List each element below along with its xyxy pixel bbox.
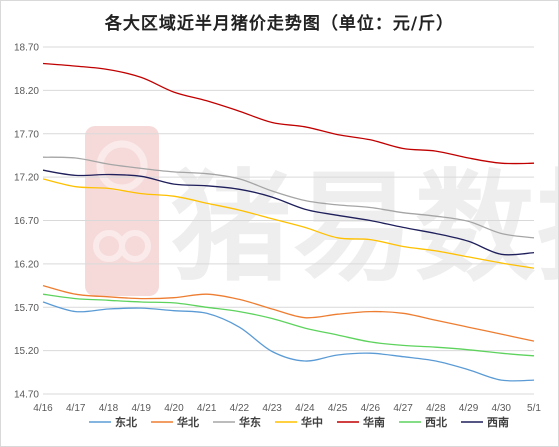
x-tick-label: 5/1 bbox=[527, 403, 541, 414]
series-lines bbox=[42, 62, 535, 382]
series-line-2 bbox=[42, 156, 535, 239]
legend-label: 东北 bbox=[115, 415, 137, 429]
watermark-logo-icon bbox=[85, 126, 159, 296]
x-tick-label: 4/29 bbox=[459, 403, 479, 414]
x-tick-label: 4/18 bbox=[99, 403, 119, 414]
x-tick-label: 4/17 bbox=[66, 403, 86, 414]
y-tick-label: 17.70 bbox=[14, 129, 39, 140]
chart-title: 各大区域近半月猪价走势图（单位：元/斤） bbox=[104, 14, 455, 34]
x-tick-label: 4/23 bbox=[262, 403, 282, 414]
y-tick-label: 17.20 bbox=[14, 173, 39, 184]
x-tick-label: 4/19 bbox=[131, 403, 151, 414]
x-tick-label: 4/28 bbox=[426, 403, 446, 414]
y-tick-label: 18.70 bbox=[14, 43, 39, 54]
legend-label: 华北 bbox=[177, 415, 199, 429]
y-tick-label: 16.70 bbox=[14, 216, 39, 227]
y-tick-label: 15.70 bbox=[14, 303, 39, 314]
series-line-6 bbox=[42, 169, 535, 256]
legend-label: 华南 bbox=[363, 415, 385, 429]
legend: 东北 华北 华东 华中 华南 西北 西南 bbox=[89, 415, 509, 429]
series-line-4 bbox=[42, 62, 535, 165]
y-tick-label: 16.20 bbox=[14, 259, 39, 270]
y-tick-label: 18.20 bbox=[14, 86, 39, 97]
x-tick-label: 4/21 bbox=[197, 403, 217, 414]
x-tick-label: 4/30 bbox=[492, 403, 512, 414]
y-axis: 18.70 18.20 17.70 17.20 16.70 16.20 15.70 15.20… bbox=[14, 43, 39, 401]
y-tick-label: 14.70 bbox=[14, 390, 39, 401]
series-line-1 bbox=[42, 284, 535, 342]
series-line-3 bbox=[42, 178, 535, 269]
series-line-5 bbox=[42, 293, 535, 357]
legend-label: 华东 bbox=[239, 415, 261, 429]
watermark: 猪易数据 bbox=[85, 126, 558, 298]
legend-label: 西北 bbox=[425, 415, 447, 429]
y-tick-label: 15.20 bbox=[14, 346, 39, 357]
x-axis: 4/16 4/17 4/18 4/19 4/20 4/21 4/22 4/23 4/24 4/25… bbox=[33, 403, 541, 414]
legend-label: 西南 bbox=[487, 415, 509, 429]
x-tick-label: 4/25 bbox=[328, 403, 348, 414]
x-tick-label: 4/26 bbox=[361, 403, 381, 414]
legend-label: 华中 bbox=[301, 415, 323, 429]
x-tick-label: 4/20 bbox=[164, 403, 184, 414]
gridlines bbox=[43, 46, 534, 395]
x-tick-label: 4/27 bbox=[393, 403, 413, 414]
x-tick-label: 4/16 bbox=[33, 403, 53, 414]
x-tick-label: 4/22 bbox=[230, 403, 250, 414]
watermark-text: 猪易数据 bbox=[171, 159, 558, 298]
series-line-0 bbox=[42, 301, 535, 382]
x-tick-label: 4/24 bbox=[295, 403, 315, 414]
